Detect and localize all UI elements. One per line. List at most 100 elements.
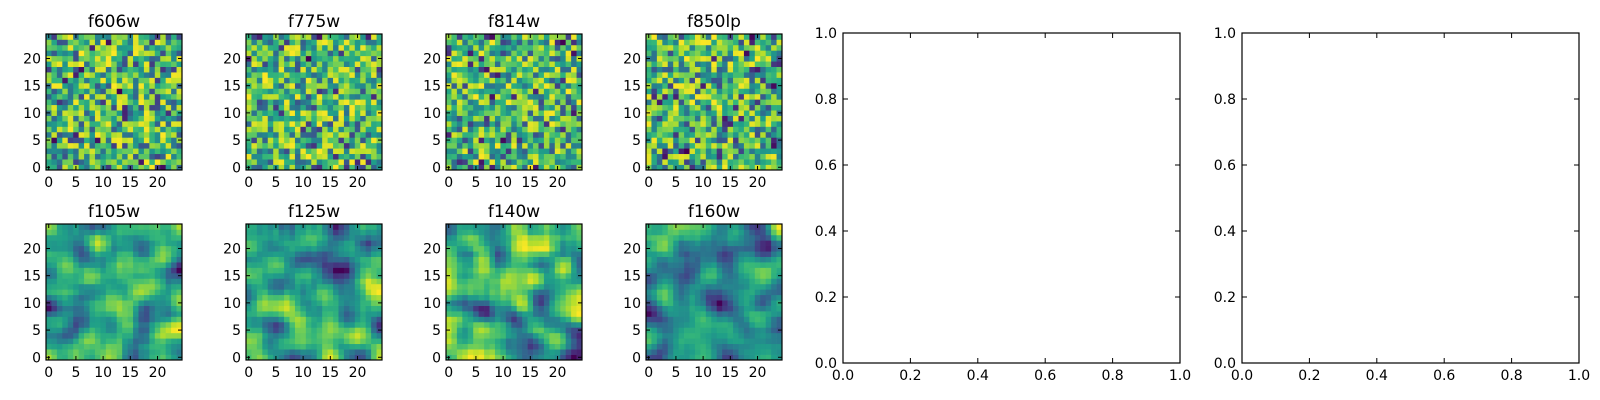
heatmap-cell [516, 321, 523, 328]
heatmap-cell [349, 99, 356, 106]
heatmap-cell [656, 316, 663, 323]
heatmap-cell [522, 305, 528, 312]
heatmap-cell [133, 142, 139, 149]
heatmap-cell [149, 137, 156, 144]
heatmap-cell [138, 289, 145, 296]
heatmap-cell [305, 349, 312, 355]
heatmap-cell [62, 354, 69, 361]
heatmap-cell [51, 349, 58, 355]
heatmap-cell [511, 338, 518, 345]
heatmap-cell [700, 289, 707, 296]
heatmap-cell [105, 343, 112, 350]
heatmap-cell [311, 34, 318, 40]
heatmap-cell [549, 332, 556, 339]
heatmap-cell [289, 61, 296, 67]
heatmap-cell [78, 311, 85, 317]
heatmap-cell [478, 159, 485, 165]
heatmap-cell [149, 82, 156, 89]
heatmap-cell [511, 55, 518, 62]
heatmap-cell [138, 229, 145, 236]
heatmap-cell [365, 121, 372, 127]
heatmap-cell [305, 82, 312, 89]
heatmap-cell [251, 137, 258, 144]
heatmap-cell [284, 305, 290, 312]
heatmap-cell [700, 316, 707, 323]
heatmap-cell [327, 321, 334, 328]
heatmap-cell [749, 311, 756, 317]
heatmap-cell [684, 294, 690, 301]
heatmap-cell [462, 354, 469, 361]
heatmap-cell [743, 66, 750, 73]
heatmap-cell [284, 229, 290, 236]
heatmap-cell [538, 278, 545, 285]
heatmap-cell [473, 142, 479, 149]
heatmap-cell [771, 316, 777, 323]
heatmap-cell [554, 234, 561, 241]
heatmap-cell [365, 110, 372, 116]
heatmap-cell [300, 316, 307, 323]
heatmap-cell [294, 50, 301, 57]
heatmap-cell [662, 88, 669, 95]
heatmap-cell [760, 137, 767, 144]
heatmap-cell [451, 148, 458, 155]
heatmap-cell [176, 126, 183, 133]
heatmap-cell [711, 343, 718, 350]
heatmap-cell [294, 240, 301, 247]
heatmap-cell [160, 99, 167, 106]
heatmap-cell [473, 332, 479, 339]
heatmap-cell [656, 110, 663, 116]
heatmap-cell [343, 153, 350, 160]
heatmap-cell [533, 50, 539, 57]
heatmap-cell [127, 39, 134, 46]
heatmap-cell [343, 72, 350, 78]
heatmap-cell [494, 148, 501, 155]
heatmap-cell [451, 164, 458, 171]
heatmap-cell [105, 278, 112, 285]
heatmap-cell [667, 283, 674, 290]
heatmap-cell [78, 294, 85, 301]
heatmap-cell [333, 50, 339, 57]
heatmap-cell [343, 327, 350, 334]
heatmap-cell [646, 88, 652, 95]
heatmap-cell [333, 153, 339, 160]
heatmap-cell [262, 34, 269, 40]
heatmap-cell [543, 316, 550, 323]
heatmap-cell [484, 245, 490, 252]
heatmap-cell [505, 115, 512, 122]
heatmap-cell [354, 131, 361, 138]
heatmap-cell [305, 234, 312, 241]
heatmap-cell [565, 115, 572, 122]
heatmap-cell [165, 77, 172, 84]
heatmap-cell [160, 137, 167, 144]
heatmap-cell [100, 305, 107, 312]
heatmap-cell [516, 153, 523, 160]
heatmap-cell [143, 34, 150, 40]
heatmap-cell [56, 99, 63, 106]
heatmap-cell [673, 142, 679, 149]
heatmap-cell [78, 327, 85, 334]
heatmap-cell [516, 131, 523, 138]
heatmap-cell [305, 245, 312, 252]
heatmap-cell [322, 305, 328, 312]
heatmap-cell [662, 164, 669, 171]
heatmap-cell [84, 224, 90, 230]
heatmap-cell [689, 126, 696, 133]
heatmap-cell [94, 121, 101, 127]
heatmap-cell [51, 316, 58, 323]
heatmap-cell [46, 121, 52, 127]
heatmap-cell [105, 104, 112, 111]
heatmap-cell [343, 164, 350, 171]
heatmap-cell [165, 142, 172, 149]
heatmap-cell [133, 245, 139, 252]
heatmap-cell [133, 148, 139, 155]
heatmap-cell [738, 82, 745, 89]
heatmap-cell [565, 55, 572, 62]
heatmap-cell [549, 300, 556, 306]
heatmap-cell [278, 77, 285, 84]
heatmap-cell [451, 77, 458, 84]
heatmap-cell [154, 240, 161, 247]
heatmap-cell [316, 159, 323, 165]
heatmap-cell [456, 77, 463, 84]
heatmap-cell [451, 294, 458, 301]
heatmap-cell [371, 93, 377, 100]
